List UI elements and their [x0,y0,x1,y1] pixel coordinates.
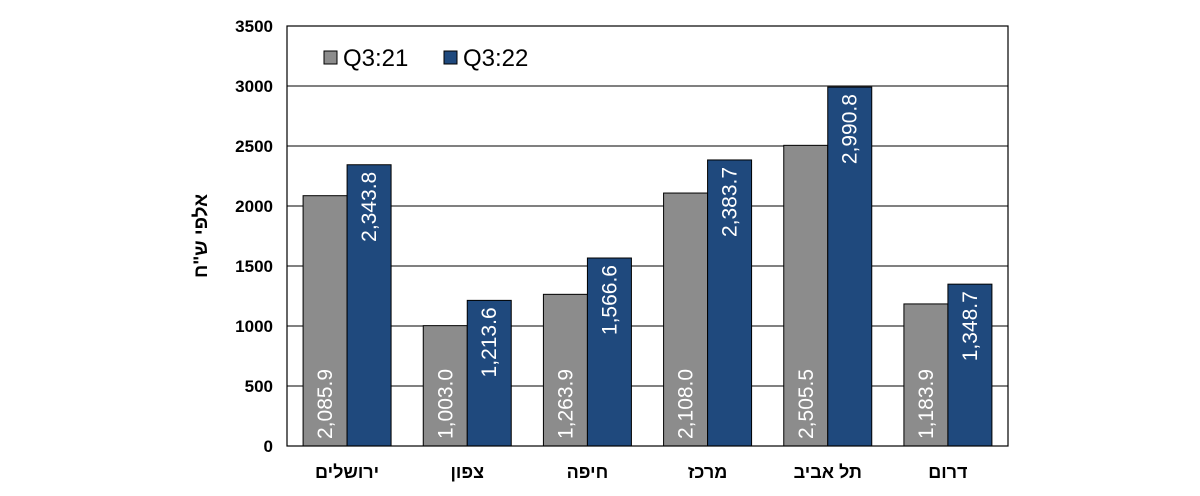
gridlines [287,85,1008,387]
x-axis-categories: ירושלים צפון חיפה מרכז תל אביב דרום [315,462,967,482]
bars-group: 2,085.9 2,343.8 1,003.0 1,213.6 1,263.9 1,566… [302,86,993,447]
bar-Q321-5 [903,303,949,447]
data-label: 1,213.6 [478,307,501,377]
y-tick-label: 1000 [235,317,273,336]
data-label: 1,566.6 [598,265,621,335]
legend-label: Q3:22 [463,45,528,72]
x-category-label: מרכז [688,462,727,482]
data-label: 2,990.8 [839,94,862,164]
bar-Q321-3 [663,192,709,447]
data-label: 2,383.7 [719,167,742,237]
data-label: 2,108.0 [675,369,698,439]
x-category-label: צפון [450,462,484,482]
data-label: 2,085.9 [314,369,337,439]
bar-Q322-4 [827,86,873,447]
bar-Q322-1 [466,299,512,447]
bar-Q322-3 [707,159,753,447]
x-category-label: תל אביב [794,462,862,482]
y-tick-label: 0 [264,437,273,456]
legend-swatch-Q321 [323,50,338,65]
data-label: 1,348.7 [959,291,982,361]
data-label: 2,343.8 [358,172,381,242]
y-tick-label: 2500 [235,137,273,156]
y-tick-label: 3000 [235,77,273,96]
y-tick-label: 2000 [235,197,273,216]
plot-area-frame [286,25,1009,447]
y-tick-label: 1500 [235,257,273,276]
legend: Q3:21 Q3:22 [323,45,528,72]
bar-Q321-2 [542,293,588,447]
y-tick-label: 500 [245,377,273,396]
data-label: 2,505.5 [795,369,818,439]
y-axis-label: אלפי ש"ח [191,194,212,278]
data-label: 1,263.9 [554,369,577,439]
x-category-label: חיפה [567,462,609,482]
bar-Q322-0 [346,164,392,447]
data-label: 1,183.9 [915,369,938,439]
bar-Q322-2 [586,257,632,447]
y-axis-ticks: 0 500 1000 1500 2000 2500 3000 3500 [235,17,273,456]
x-category-label: דרום [928,462,967,482]
legend-swatch-Q322 [443,50,458,65]
bar-Q322-5 [947,283,993,447]
x-category-label: ירושלים [315,462,379,482]
legend-label: Q3:21 [343,45,408,72]
data-label: 1,003.0 [434,369,457,439]
y-tick-label: 3500 [235,17,273,36]
